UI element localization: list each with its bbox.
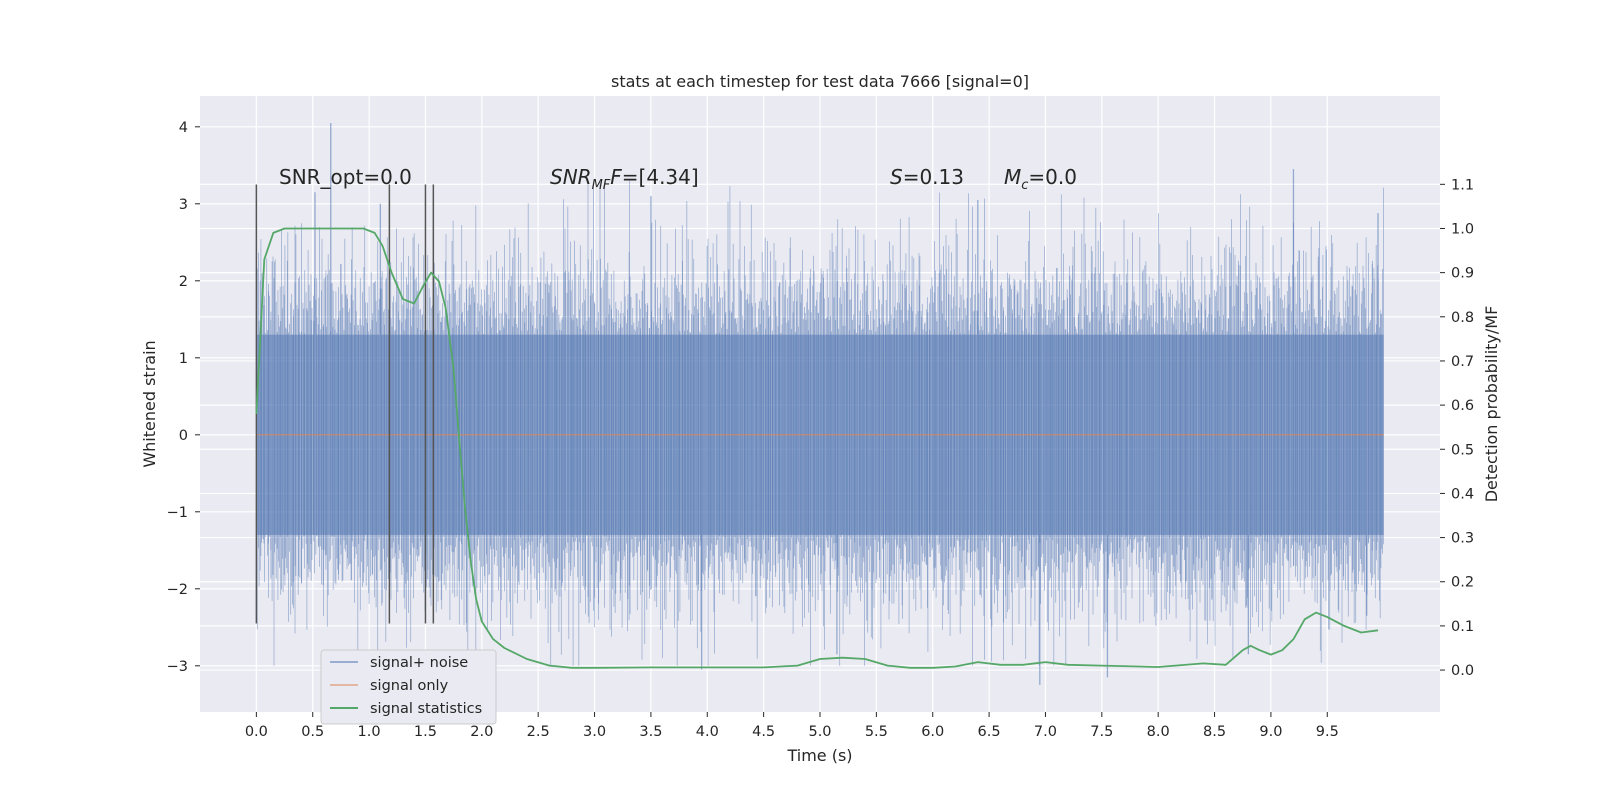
x-tick-label: 1.5 [414, 724, 437, 740]
x-tick-label: 6.5 [978, 724, 1001, 740]
x-tick-label: 8.5 [1203, 724, 1226, 740]
x-tick-label: 3.0 [583, 724, 606, 740]
legend-label-noise: signal+ noise [370, 655, 468, 671]
legend-box [320, 649, 497, 725]
legend-label-statistics: signal statistics [370, 701, 482, 717]
x-tick-label: 8.0 [1147, 724, 1170, 740]
y2-tick-label: 1.0 [1451, 221, 1474, 237]
y-tick-label: 3 [179, 197, 188, 213]
x-tick-label: 9.5 [1316, 724, 1339, 740]
x-tick-label: 4.0 [696, 724, 719, 740]
y-tick-label: −2 [167, 582, 188, 598]
y2-tick-label: 0.8 [1451, 310, 1474, 326]
annotation-s-stat: S=0.13 [890, 165, 964, 189]
y-tick-label: −3 [167, 659, 188, 675]
y-axis-label: Whitened strain [140, 340, 159, 467]
y2-tick-label: 0.7 [1451, 354, 1474, 370]
y2-tick-label: 0.0 [1451, 663, 1474, 679]
signal-statistics-line [255, 227, 1379, 669]
annotations: SNR_opt=0.0 SNRMFF=[4.34] S=0.13 Mc=0.0 [279, 165, 1077, 193]
noise-series [256, 122, 1384, 686]
x-tick-label: 1.0 [358, 724, 381, 740]
y2-tick-label: 0.3 [1451, 531, 1474, 547]
y2-tick-label: 0.1 [1451, 619, 1474, 635]
y-tick-label: 4 [179, 120, 188, 136]
x-tick-label: 0.5 [301, 724, 324, 740]
y2-axis-label: Detection probability/MF [1482, 306, 1501, 503]
x-tick-label: 7.5 [1090, 724, 1113, 740]
y-tick-label: 0 [179, 428, 188, 444]
y2-tick-label: 0.5 [1451, 442, 1474, 458]
x-tick-label: 3.5 [639, 724, 662, 740]
chart-title: stats at each timestep for test data 766… [611, 72, 1029, 91]
y2-tick-label: 0.9 [1451, 266, 1474, 282]
x-tick-label: 2.5 [527, 724, 550, 740]
y2-tick-label: 0.6 [1451, 398, 1474, 414]
y-tick-label: 1 [179, 351, 188, 367]
x-tick-label: 4.5 [752, 724, 775, 740]
annotation-snr-opt: SNR_opt=0.0 [279, 165, 412, 189]
x-tick-label: 6.0 [921, 724, 944, 740]
x-tick-label: 0.0 [245, 724, 268, 740]
y-tick-label: −1 [167, 505, 188, 521]
y2-tick-label: 0.2 [1451, 575, 1474, 591]
y2-tick-label: 0.4 [1451, 486, 1474, 502]
legend-label-signal-only: signal only [370, 678, 449, 694]
x-tick-label: 7.0 [1034, 724, 1057, 740]
y2-tick-label: 1.1 [1451, 177, 1474, 193]
x-tick-label: 9.0 [1259, 724, 1282, 740]
x-axis-label: Time (s) [786, 746, 852, 765]
x-tick-label: 5.0 [808, 724, 831, 740]
x-tick-label: 5.5 [865, 724, 888, 740]
y-tick-label: 2 [179, 274, 188, 290]
axis-ticks: 0.0 0.5 1.0 1.5 2.0 2.5 3.0 3.5 4.0 4.5 5.0 5.5 6.0 6… [167, 120, 1474, 740]
legend: signal+ noise signal only signal statist… [320, 649, 497, 725]
statistics-series [255, 227, 1379, 669]
annotation-snr-mf: SNRMFF=[4.34] [550, 165, 699, 193]
x-tick-label: 2.0 [470, 724, 493, 740]
annotation-mc: Mc=0.0 [1004, 165, 1077, 193]
